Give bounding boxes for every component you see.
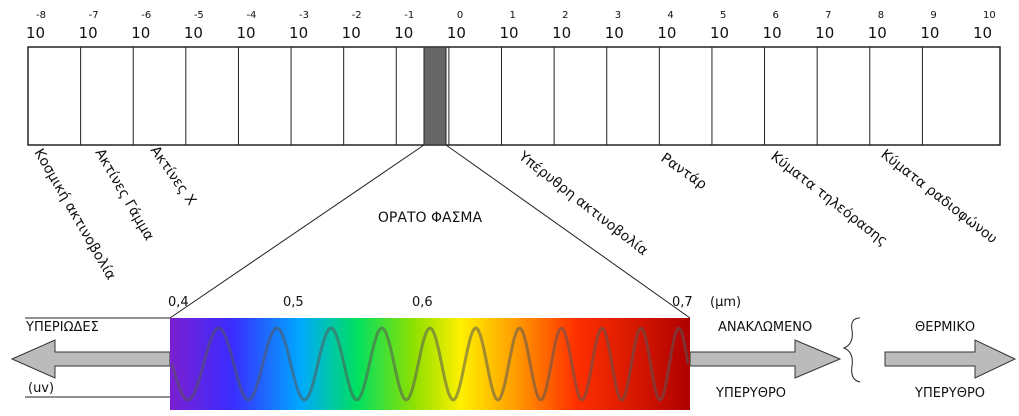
tick-exponent: 3 (615, 10, 621, 21)
tick-exponent: 0 (457, 10, 463, 21)
tick-exponent: -4 (246, 10, 256, 21)
visible-tick: 0,5 (283, 295, 304, 310)
tick-exponent: -3 (299, 10, 309, 21)
tick-exponent: -5 (194, 10, 204, 21)
tick-exponent: 4 (667, 10, 673, 21)
band-label: Ακτίνες Γάμμα (92, 146, 157, 243)
tick-base: 10 (710, 24, 729, 42)
tick-exponent: 9 (930, 10, 936, 21)
right-label: ΑΝΑΚΛΩΜΕΝΟ (718, 320, 812, 335)
zoom-line (169, 144, 425, 319)
visible-title: ΟΡΑΤΟ ΦΑΣΜΑ (378, 210, 483, 226)
tick-exponent: -1 (404, 10, 414, 21)
spectrum-box (27, 46, 1001, 146)
tick-base: 10 (605, 24, 624, 42)
tick-exponent: -6 (141, 10, 151, 21)
visible-band (423, 46, 447, 146)
tick-exponent: 6 (773, 10, 779, 21)
visible-tick: 0,7 (672, 295, 693, 310)
tick-base: 10 (184, 24, 203, 42)
tick-exponent: 10 (983, 10, 996, 21)
tick-exponent: -7 (89, 10, 99, 21)
tick-base: 10 (342, 24, 361, 42)
tick-exponent: 2 (562, 10, 568, 21)
tick-base: 10 (131, 24, 150, 42)
tick-base: 10 (447, 24, 466, 42)
tick-base: 10 (920, 24, 939, 42)
tick-base: 10 (394, 24, 413, 42)
tick-base: 10 (79, 24, 98, 42)
zoom-line (445, 144, 691, 319)
band-label: Κύματα ραδιοφώνου (878, 147, 1000, 248)
arrow-right (884, 339, 1017, 379)
scale: 10 -8 10 -7 10 -6 10 -5 10 -4 10 -3 10 -2 10 -1 10 0 10 1 10… (26, 10, 996, 42)
tick-base: 10 (763, 24, 782, 42)
band-label: Ραντάρ (658, 150, 710, 193)
tick-exponent: 1 (510, 10, 516, 21)
tick-base: 10 (236, 24, 255, 42)
band-label: Κύματα τηλεόρασης (768, 149, 891, 250)
tick-base: 10 (289, 24, 308, 42)
left-label: (uv) (28, 381, 54, 396)
arrow-left (10, 339, 171, 379)
tick-exponent: -8 (36, 10, 46, 21)
brace (842, 317, 861, 383)
arrow-right (689, 339, 842, 379)
visible-unit: (μm) (710, 295, 741, 310)
far-right-label: ΥΠΕΡΥΘΡΟ (914, 386, 985, 401)
far-right-label: ΘΕΡΜΙΚΟ (915, 320, 975, 335)
tick-exponent: 7 (825, 10, 831, 21)
visible-tick: 0,4 (168, 295, 189, 310)
tick-exponent: 5 (720, 10, 726, 21)
visible-spectrum (170, 318, 690, 410)
wave (170, 325, 690, 403)
tick-base: 10 (973, 24, 992, 42)
tick-base: 10 (815, 24, 834, 42)
band-label: Ακτίνες Χ (147, 143, 200, 209)
tick-base: 10 (657, 24, 676, 42)
visible-tick: 0,6 (412, 295, 433, 310)
tick-base: 10 (868, 24, 887, 42)
tick-base: 10 (500, 24, 519, 42)
tick-exponent: 8 (878, 10, 884, 21)
left-label: ΥΠΕΡΙΩΔΕΣ (25, 320, 99, 335)
tick-base: 10 (552, 24, 571, 42)
dividers (80, 47, 923, 145)
tick-exponent: -2 (352, 10, 362, 21)
tick-base: 10 (26, 24, 45, 42)
right-label: ΥΠΕΡΥΘΡΟ (715, 386, 786, 401)
